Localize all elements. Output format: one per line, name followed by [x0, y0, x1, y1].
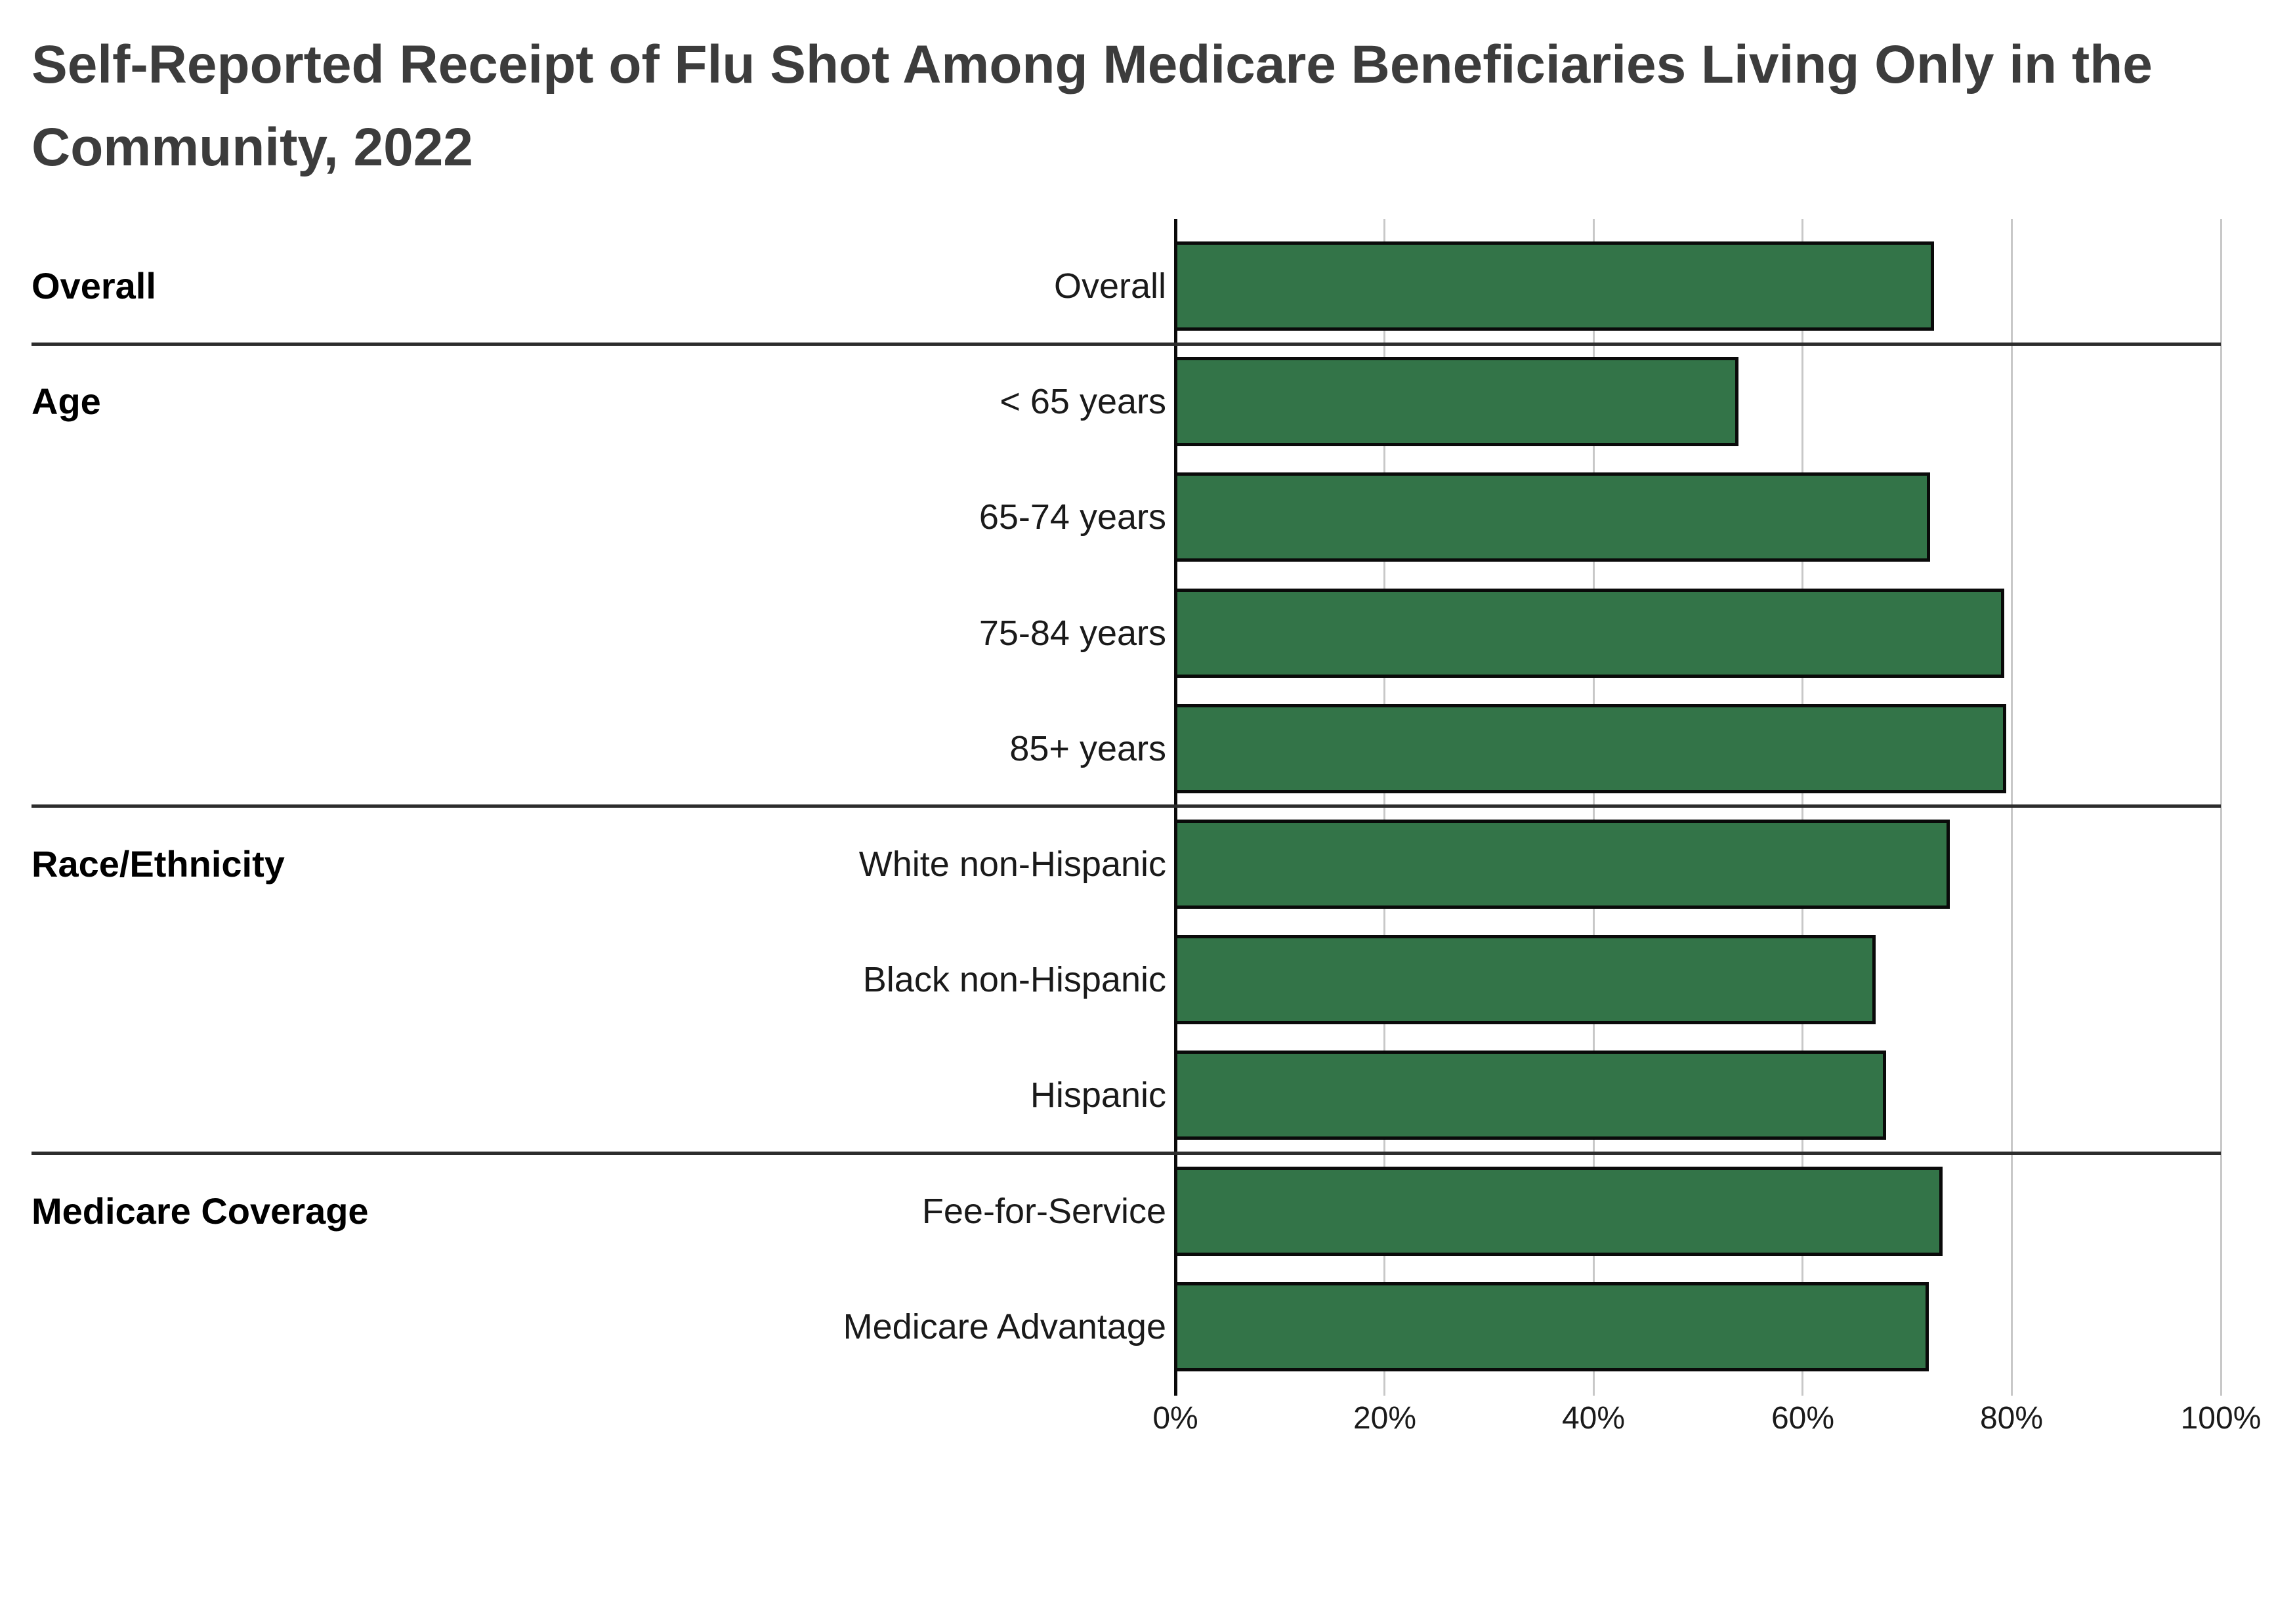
row-label-75-84-years: 75-84 years — [979, 614, 1166, 653]
row-label-hispanic: Hispanic — [1030, 1075, 1166, 1115]
x-axis-tick-20: 20% — [1353, 1401, 1417, 1436]
bar-hispanic — [1174, 1051, 1886, 1140]
bar-65-74-years — [1174, 472, 1930, 562]
gridline-100 — [2220, 219, 2222, 1396]
row-label-black-non-hispanic: Black non-Hispanic — [862, 960, 1166, 999]
group-label-race-ethnicity: Race/Ethnicity — [32, 843, 285, 885]
row-label-85-years: 85+ years — [1009, 729, 1166, 768]
x-axis-tick-80: 80% — [1979, 1401, 2044, 1436]
group-label-overall: Overall — [32, 265, 156, 306]
row-label-65-years: < 65 years — [1000, 382, 1166, 421]
row-label-fee-for-service: Fee-for-Service — [921, 1192, 1166, 1231]
row-label-overall: Overall — [1053, 266, 1166, 306]
bar-white-non-hispanic — [1174, 820, 1950, 909]
x-axis-tick-40: 40% — [1561, 1401, 1626, 1436]
row-label-white-non-hispanic: White non-Hispanic — [858, 844, 1166, 884]
bar-75-84-years — [1174, 589, 2004, 678]
bar-black-non-hispanic — [1174, 935, 1876, 1024]
chart-title-line2: Community, 2022 — [32, 117, 473, 177]
group-separator-2 — [32, 804, 2221, 808]
bar-85-years — [1174, 704, 2006, 793]
group-label-age: Age — [32, 381, 101, 422]
chart-title: Self-Reported Receipt of Flu Shot Among … — [32, 24, 2153, 189]
bar-fee-for-service — [1174, 1167, 1943, 1256]
row-label-65-74-years: 65-74 years — [979, 497, 1166, 537]
row-label-medicare-advantage: Medicare Advantage — [843, 1307, 1166, 1346]
x-axis-tick-60: 60% — [1771, 1401, 1835, 1436]
group-separator-1 — [32, 343, 2221, 346]
group-separator-3 — [32, 1152, 2221, 1155]
x-axis-tick-0: 0% — [1152, 1401, 1198, 1436]
x-axis-tick-100: 100% — [2180, 1401, 2262, 1436]
group-label-medicare-coverage: Medicare Coverage — [32, 1190, 369, 1232]
bar-65-years — [1174, 357, 1738, 446]
bar-medicare-advantage — [1174, 1282, 1929, 1371]
chart-title-line1: Self-Reported Receipt of Flu Shot Among … — [32, 35, 2153, 94]
bar-overall — [1174, 241, 1934, 331]
